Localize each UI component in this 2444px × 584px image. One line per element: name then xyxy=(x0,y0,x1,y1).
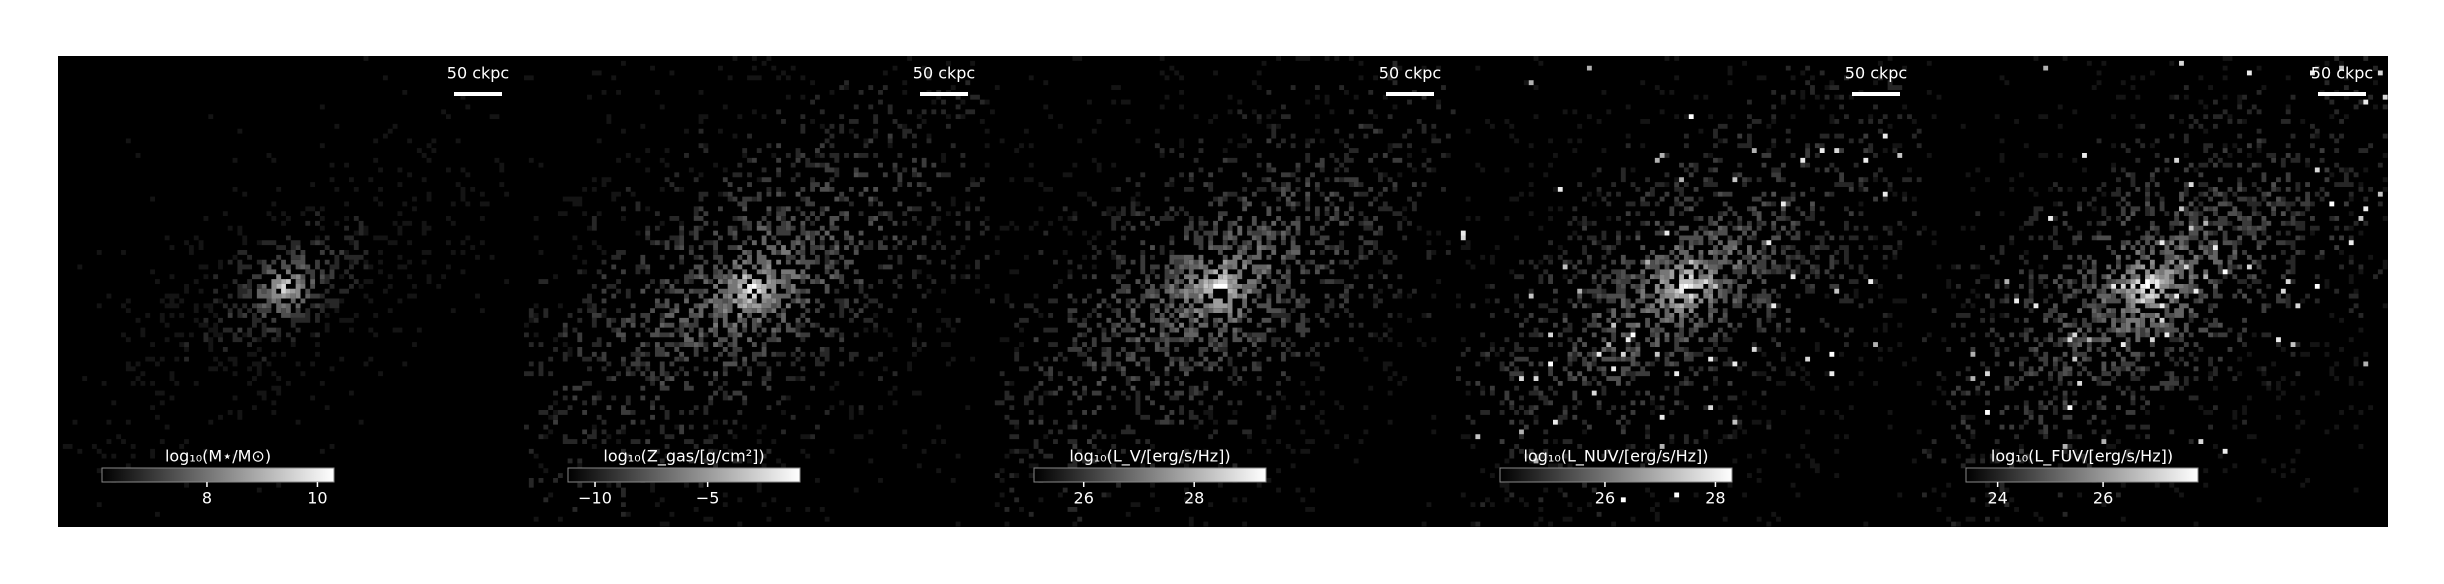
pixel-layer xyxy=(285,279,291,284)
pixel-layer xyxy=(747,283,752,294)
pixel-layer xyxy=(276,279,291,294)
pixel-layer xyxy=(742,274,762,304)
pixel-layer xyxy=(1203,274,1228,289)
pixel-layer xyxy=(616,172,898,386)
colorbar-tick-label: 26 xyxy=(1074,489,1094,508)
colorbar-tick-label: −5 xyxy=(696,489,720,508)
pixel-layer xyxy=(1456,56,1922,527)
scale-bar xyxy=(1852,92,1900,96)
pixel-layer xyxy=(1659,264,1714,309)
pixel-layer xyxy=(281,288,296,299)
pixel-layer xyxy=(1596,225,1767,357)
colorbar-tick-label: 8 xyxy=(202,489,212,508)
pixel-layer xyxy=(737,279,767,309)
scale-bar xyxy=(1386,92,1434,96)
scale-bar xyxy=(2318,92,2366,96)
colorbar-tick-label: 28 xyxy=(1705,489,1725,508)
colorbar-tick-label: 28 xyxy=(1184,489,1204,508)
pixel-layer xyxy=(256,264,316,314)
pixel-layer xyxy=(722,264,777,318)
scale-bar xyxy=(920,92,968,96)
pixel-layer xyxy=(1091,182,1345,391)
colorbar xyxy=(1499,467,1733,483)
pixel-layer xyxy=(1635,245,1743,328)
pixel-layer xyxy=(1654,259,1714,314)
pixel-layer xyxy=(1475,133,1878,444)
pixel-layer xyxy=(751,288,762,299)
colorbar-tick-label: −10 xyxy=(578,489,612,508)
colorbar xyxy=(101,467,335,483)
scale-label: 50 ckpc xyxy=(2311,64,2373,83)
colorbar xyxy=(567,467,801,483)
pixel-layer xyxy=(1203,269,1233,294)
colorbar-label: log₁₀(M⋆/M⊙) xyxy=(165,447,271,466)
pixel-layer xyxy=(227,240,345,333)
colorbar-label: log₁₀(Z_gas/[g/cm²]) xyxy=(603,447,764,467)
colorbar xyxy=(1965,467,2199,483)
pixel-layer xyxy=(1193,259,1238,309)
pixel-layer xyxy=(281,283,286,294)
pixel-layer xyxy=(1557,191,1815,386)
pixel-layer xyxy=(1460,133,1888,425)
colorbar-tick-label: 24 xyxy=(1987,489,2007,508)
pixel-layer xyxy=(1217,279,1228,284)
scale-bar xyxy=(454,92,502,96)
pixel-layer xyxy=(2116,259,2184,318)
pixel-layer xyxy=(1213,283,1228,289)
pixel-layer xyxy=(2125,264,2175,304)
colorbar-tick-label: 26 xyxy=(1595,489,1615,508)
pixel-layer xyxy=(1184,264,1252,318)
colorbar-tick-label: 10 xyxy=(307,489,327,508)
scale-label: 50 ckpc xyxy=(1845,64,1907,83)
pixel-layer xyxy=(256,254,325,318)
colorbar-tick-label: 26 xyxy=(2093,489,2113,508)
colorbar-label: log₁₀(L_FUV/[erg/s/Hz]) xyxy=(1991,447,2173,467)
pixel-layer xyxy=(2101,240,2199,333)
figure-background xyxy=(58,56,2388,527)
pixel-layer xyxy=(751,283,757,289)
pixel-layer xyxy=(1922,56,2388,527)
pixel-layer xyxy=(271,274,301,299)
pixel-layer xyxy=(62,56,510,517)
pixel-layer xyxy=(732,274,772,309)
pixel-layer xyxy=(1951,138,2349,454)
scale-label: 50 ckpc xyxy=(447,64,509,83)
colorbar xyxy=(1033,467,1267,483)
colorbar-label: log₁₀(L_NUV/[erg/s/Hz]) xyxy=(1524,447,1709,467)
colorbar-label: log₁₀(L_V/[erg/s/Hz]) xyxy=(1069,447,1230,467)
pixel-layer xyxy=(524,56,990,527)
scale-label: 50 ckpc xyxy=(913,64,975,83)
scale-label: 50 ckpc xyxy=(1379,64,1441,83)
pixel-layer xyxy=(1130,220,1301,343)
